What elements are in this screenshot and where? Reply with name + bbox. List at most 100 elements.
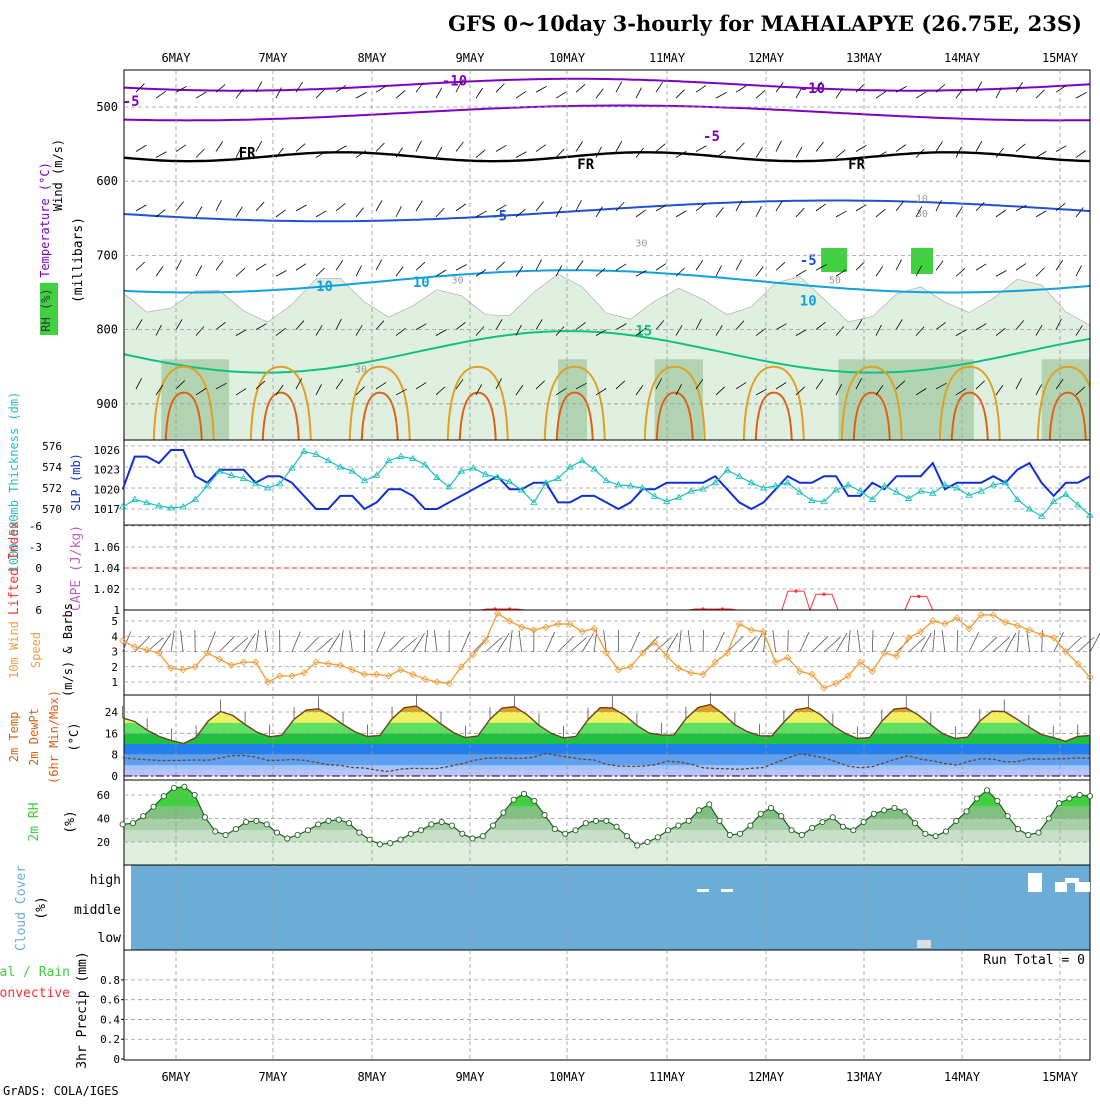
- top-day-label: 8MAY: [358, 51, 388, 65]
- wind-barb: [796, 147, 802, 157]
- rh-marker: [388, 841, 393, 846]
- rh-marker: [933, 834, 938, 839]
- wind-barb: [1090, 633, 1100, 652]
- wind-barb: [1056, 146, 1066, 152]
- top-day-label: 6MAY: [162, 51, 192, 65]
- wind-barb: [956, 268, 965, 276]
- lifted-ylabel: Lifted Index: [7, 521, 22, 615]
- contour-label: 10: [413, 275, 430, 291]
- rh-marker: [285, 836, 290, 841]
- rh-marker: [439, 819, 444, 824]
- wind-barb: [536, 260, 542, 271]
- wind-barb: [425, 630, 428, 652]
- temp-band: [124, 723, 1090, 734]
- rh-marker: [1015, 826, 1020, 831]
- cape-spike: [810, 594, 838, 610]
- rh-marker: [182, 784, 187, 789]
- wind-barb: [636, 88, 642, 99]
- cape-point: [917, 595, 920, 598]
- wind-barb: [496, 262, 505, 270]
- wind-barb: [896, 202, 903, 211]
- wind-barb: [936, 261, 943, 271]
- rh-marker: [1077, 792, 1082, 797]
- top-day-label: 14MAY: [944, 51, 981, 65]
- rh-marker: [408, 831, 413, 836]
- wind-barb: [631, 632, 640, 652]
- wind-barb: [836, 211, 846, 217]
- bottom-day-label: 7MAY: [259, 1070, 289, 1084]
- temp-band: [124, 712, 1090, 723]
- wind-barb: [236, 268, 245, 276]
- contour-label: FR: [848, 157, 865, 173]
- rh-marker: [305, 828, 310, 833]
- wind-barb: [688, 630, 691, 652]
- precip-tick: 0.8: [100, 974, 120, 987]
- wind-barb: [396, 267, 403, 277]
- rh-marker: [491, 823, 496, 828]
- rh-marker: [1087, 794, 1092, 799]
- cloud-patch: [917, 940, 931, 948]
- wind-barb: [136, 145, 146, 151]
- lifted-tick: -3: [29, 541, 42, 554]
- wind-barb: [596, 147, 601, 158]
- rh-marker: [480, 834, 485, 839]
- wind-barb: [836, 150, 845, 158]
- wind-barb: [401, 638, 418, 652]
- wind-barb: [416, 201, 422, 211]
- wind-barb: [1066, 637, 1082, 652]
- wind-barb: [1054, 632, 1064, 652]
- rh-marker: [151, 804, 156, 809]
- wind-barb: [956, 207, 963, 217]
- cloud-level-label: low: [98, 931, 122, 946]
- wind-barb: [679, 630, 681, 652]
- cape-ylabel: CAPE (J/kg): [69, 525, 84, 611]
- wind-barb: [596, 268, 605, 276]
- rh-marker: [418, 828, 423, 833]
- wind-barb: [996, 148, 1004, 157]
- rh-marker: [573, 828, 578, 833]
- rh-marker: [346, 821, 351, 826]
- temp2m-ylabel: (°C): [67, 723, 81, 752]
- wind-barb: [536, 86, 547, 92]
- wind-barb: [456, 142, 463, 151]
- bottom-day-label: 9MAY: [456, 1070, 486, 1084]
- precip-convective-label: Convective: [0, 986, 70, 1001]
- wind-barb: [496, 145, 506, 151]
- temp2m-ylabel: 2m DewPt: [27, 708, 41, 766]
- temp2m-tick: 24: [105, 706, 119, 719]
- wind-barb: [416, 141, 422, 152]
- rh-marker: [213, 829, 218, 834]
- wind-barb: [996, 210, 1006, 217]
- wind-barb: [856, 205, 866, 211]
- rh-marker: [202, 815, 207, 820]
- wind-barb: [377, 632, 385, 652]
- contour-label: -5: [703, 129, 720, 145]
- thickness-tick: 570: [42, 503, 62, 516]
- rh-shade-mid: [1042, 359, 1090, 440]
- wind-barb: [196, 206, 202, 216]
- wind-barb: [715, 632, 724, 652]
- wind-barb: [171, 630, 174, 652]
- wind-barb: [776, 141, 781, 152]
- contour-label: 30: [355, 364, 367, 375]
- cape-tick: 1.02: [94, 583, 121, 596]
- bottom-day-label: 13MAY: [846, 1070, 883, 1084]
- rh-marker: [655, 835, 660, 840]
- wind-barb: [812, 637, 828, 652]
- wind-barb: [981, 637, 997, 652]
- wind-barb: [207, 632, 215, 652]
- wind-barb: [976, 264, 986, 270]
- precip-panel: 00.20.40.60.8Total / RainConvective3hr P…: [0, 950, 1090, 1069]
- wind-barb: [1036, 90, 1045, 98]
- wind-barb: [976, 141, 982, 151]
- rh-marker: [799, 832, 804, 837]
- wind-barb: [176, 202, 184, 211]
- wind-barb: [816, 142, 823, 151]
- contour-freezing: [123, 152, 1090, 161]
- wind-barb: [727, 637, 743, 652]
- wind-barb: [824, 637, 840, 652]
- wind-barb: [219, 636, 234, 652]
- rh-marker: [912, 821, 917, 826]
